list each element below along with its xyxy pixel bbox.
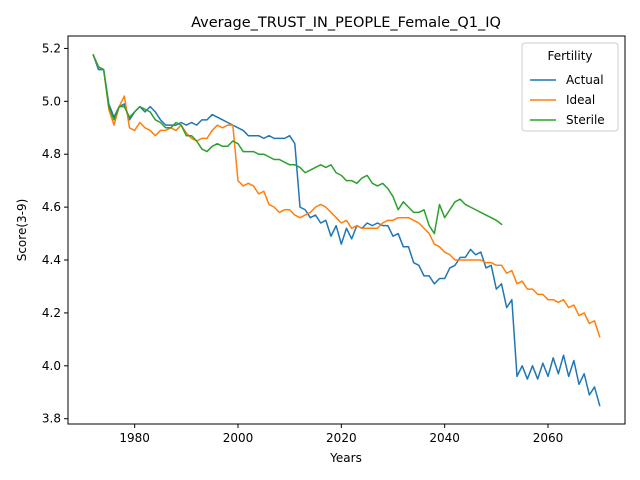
x-tick-label: 2040 <box>429 431 460 445</box>
chart-title: Average_TRUST_IN_PEOPLE_Female_Q1_IQ <box>191 15 501 31</box>
y-tick-label: 4.2 <box>42 306 61 320</box>
x-axis-label: Years <box>329 451 362 465</box>
y-tick-label: 4.0 <box>42 359 61 373</box>
y-tick-label: 4.6 <box>42 200 61 214</box>
x-tick-label: 2000 <box>223 431 254 445</box>
y-axis-label: Score(3-9) <box>15 199 29 262</box>
x-tick-label: 2060 <box>533 431 564 445</box>
x-tick-label: 2020 <box>326 431 357 445</box>
y-tick-label: 4.8 <box>42 147 61 161</box>
legend-label-actual: Actual <box>566 73 604 87</box>
y-tick-label: 5.2 <box>42 41 61 55</box>
legend-label-sterile: Sterile <box>566 113 605 127</box>
y-tick-label: 5.0 <box>42 94 61 108</box>
y-tick-label: 3.8 <box>42 412 61 426</box>
x-axis: 1980 2000 2020 2040 2060 <box>119 424 563 445</box>
legend-title: Fertility <box>547 49 592 63</box>
y-axis: 3.8 4.0 4.2 4.4 4.6 4.8 5.0 5.2 <box>42 41 68 425</box>
series-line-sterile <box>93 55 501 234</box>
legend: Fertility Actual Ideal Sterile <box>522 43 618 131</box>
y-tick-label: 4.4 <box>42 253 61 267</box>
legend-label-ideal: Ideal <box>566 93 595 107</box>
x-tick-label: 1980 <box>119 431 150 445</box>
